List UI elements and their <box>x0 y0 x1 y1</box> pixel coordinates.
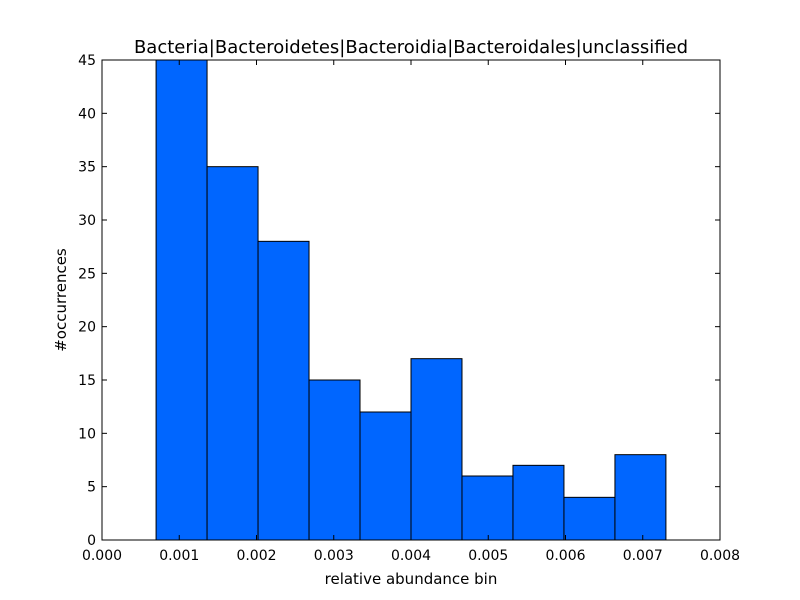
x-tick-label-4: 0.004 <box>391 548 431 564</box>
y-axis: 0 5 10 15 20 25 30 35 40 45 <box>78 53 720 549</box>
histogram-bar-6 <box>461 475 514 541</box>
y-tick-label-4: 20 <box>78 320 96 336</box>
y-tick-label-5: 25 <box>78 266 96 282</box>
y-tick-label-6: 30 <box>78 213 96 229</box>
x-tick-label-1: 0.001 <box>159 548 199 564</box>
y-tick-label-0: 0 <box>87 533 96 549</box>
x-tick-label-0: 0.000 <box>82 548 122 564</box>
x-tick-label-6: 0.006 <box>545 548 585 564</box>
x-tick-label-3: 0.003 <box>314 548 354 564</box>
chart-title: Bacteria|Bacteroidetes|Bacteroidia|Bacte… <box>134 37 688 58</box>
histogram-bar-0 <box>155 59 208 541</box>
histogram-bar-8 <box>563 496 616 541</box>
x-tick-label-2: 0.002 <box>236 548 276 564</box>
x-axis-label: relative abundance bin <box>325 570 498 588</box>
y-tick-label-1: 5 <box>87 480 96 496</box>
x-tick-label-8: 0.008 <box>700 548 740 564</box>
histogram-bar-2 <box>257 240 310 541</box>
bars-group <box>155 59 667 541</box>
y-tick-label-8: 40 <box>78 106 96 122</box>
y-axis-label: #occurrences <box>52 248 70 352</box>
y-tick-label-2: 10 <box>78 426 96 442</box>
x-axis: 0.000 0.001 0.002 0.003 0.004 0.005 0.006 0.007… <box>82 60 740 564</box>
histogram-bar-5 <box>410 358 463 541</box>
x-tick-label-5: 0.005 <box>468 548 508 564</box>
histogram-bar-9 <box>614 454 667 541</box>
x-tick-label-7: 0.007 <box>623 548 663 564</box>
y-tick-label-9: 45 <box>78 53 96 69</box>
histogram-bar-4 <box>359 411 412 541</box>
y-tick-label-7: 35 <box>78 160 96 176</box>
histogram-bar-3 <box>308 379 361 541</box>
histogram-bar-1 <box>206 166 259 541</box>
histogram-bar-7 <box>512 464 565 541</box>
y-tick-label-3: 15 <box>78 373 96 389</box>
